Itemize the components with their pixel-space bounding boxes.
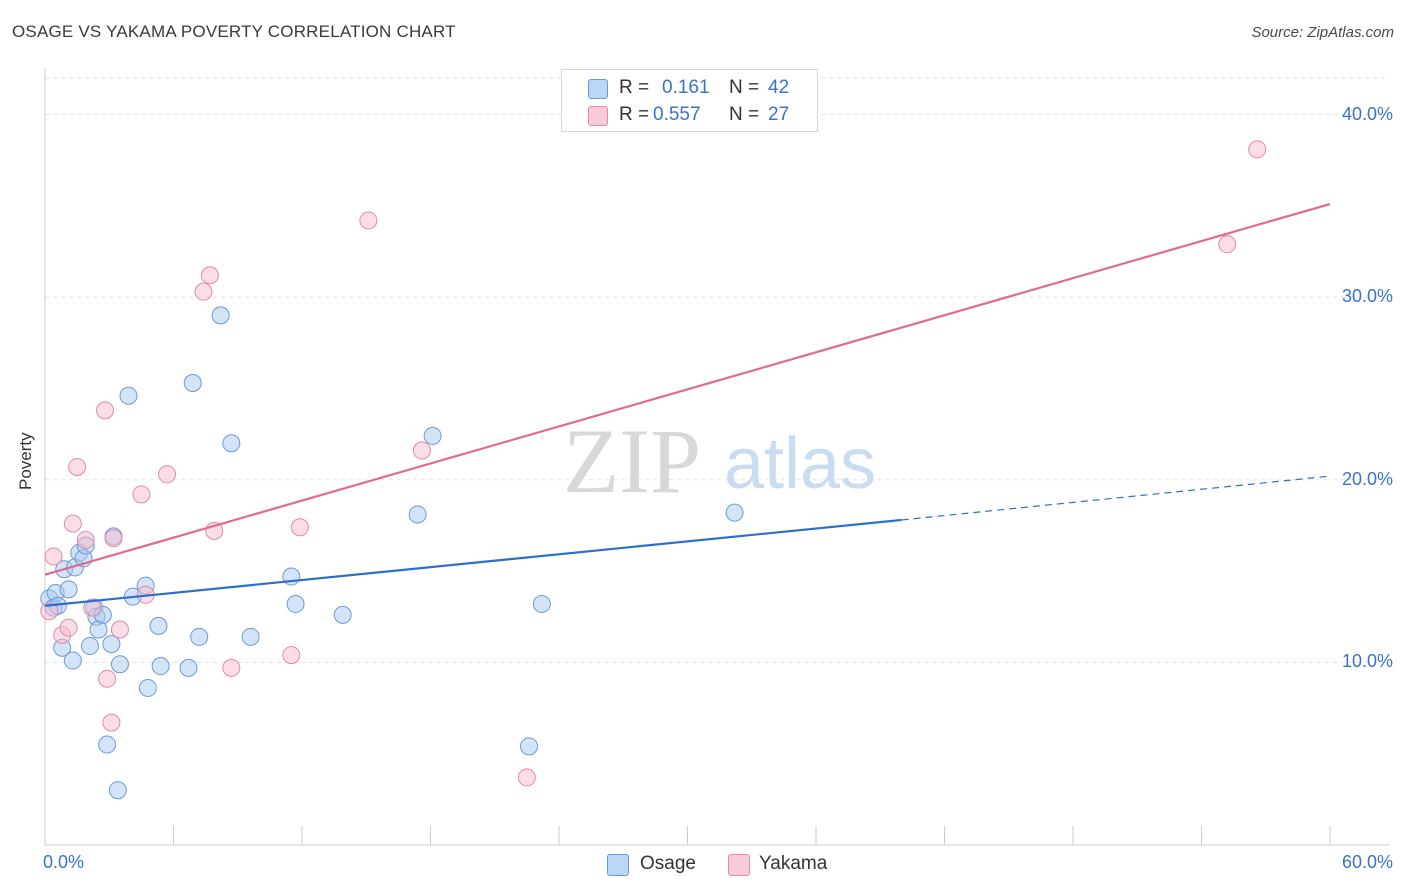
legend-n-value: 42 bbox=[768, 77, 790, 98]
legend-n-value: 27 bbox=[768, 104, 790, 125]
yakama-point bbox=[158, 465, 177, 484]
watermark-zip: ZIP bbox=[563, 410, 701, 512]
osage-point bbox=[423, 426, 442, 445]
osage-point bbox=[80, 636, 99, 655]
yakama-swatch bbox=[588, 106, 608, 126]
yakama-point bbox=[290, 518, 309, 537]
yakama-point bbox=[282, 646, 301, 665]
yakama-point bbox=[1248, 140, 1267, 159]
watermark: ZIP atlas bbox=[563, 410, 876, 512]
osage-point bbox=[102, 635, 121, 654]
yakama-trend-line bbox=[44, 202, 1331, 576]
x-tick-label: 0.0% bbox=[43, 852, 85, 872]
yakama-point bbox=[222, 658, 241, 677]
yakama-point bbox=[68, 457, 87, 476]
osage-point bbox=[286, 594, 305, 613]
osage-point bbox=[110, 655, 129, 674]
axis-layer bbox=[44, 68, 1390, 846]
points-layer bbox=[40, 140, 1267, 800]
osage-point bbox=[241, 627, 260, 646]
osage-swatch bbox=[588, 79, 608, 99]
legend-r-label: R = bbox=[619, 104, 650, 125]
legend-r-label: R = bbox=[619, 77, 650, 98]
osage-trend-extension bbox=[901, 475, 1331, 521]
yakama-point bbox=[63, 514, 82, 533]
yakama-point bbox=[44, 547, 63, 566]
yakama-point bbox=[132, 485, 151, 504]
legend-n-label: N = bbox=[729, 77, 760, 98]
y-tick-label: 40.0% bbox=[1341, 103, 1393, 124]
trend-layer bbox=[44, 202, 1331, 607]
legend-r-value: 0.161 bbox=[662, 77, 710, 98]
osage-point bbox=[138, 678, 157, 697]
legend-row-yakama: R = 0.557 N = 27 bbox=[562, 102, 817, 128]
legend-r-value: 0.557 bbox=[653, 104, 701, 125]
osage-legend-label: Osage bbox=[640, 853, 696, 874]
osage-point bbox=[108, 781, 127, 800]
osage-trend-line bbox=[44, 518, 902, 607]
yakama-point bbox=[412, 441, 431, 460]
osage-point bbox=[408, 505, 427, 524]
stats-legend: R = 0.161 N = 42 R = 0.557 N = 27 bbox=[561, 69, 818, 132]
yakama-point bbox=[1218, 235, 1237, 254]
legend-row-osage: R = 0.161 N = 42 bbox=[562, 75, 817, 101]
y-tick-label: 20.0% bbox=[1341, 468, 1393, 489]
osage-point bbox=[183, 373, 202, 392]
osage-point bbox=[151, 657, 170, 676]
osage-point bbox=[149, 616, 168, 635]
yakama-legend-swatch bbox=[728, 854, 750, 876]
osage-point bbox=[725, 503, 744, 522]
yakama-point bbox=[102, 713, 121, 732]
osage-point bbox=[520, 737, 539, 756]
y-tick-label: 30.0% bbox=[1341, 286, 1393, 307]
osage-point bbox=[211, 306, 230, 325]
yakama-legend-label: Yakama bbox=[759, 853, 828, 874]
osage-point bbox=[59, 580, 78, 599]
yakama-point bbox=[194, 282, 213, 301]
chart-title: OSAGE VS YAKAMA POVERTY CORRELATION CHAR… bbox=[12, 22, 456, 41]
osage-point bbox=[119, 386, 138, 405]
y-tick-label: 10.0% bbox=[1341, 651, 1393, 672]
yakama-point bbox=[59, 618, 78, 637]
grid-layer bbox=[45, 77, 1390, 663]
legend-n-label: N = bbox=[729, 104, 760, 125]
yakama-point bbox=[40, 602, 59, 621]
osage-point bbox=[222, 434, 241, 453]
yakama-point bbox=[76, 531, 95, 550]
yakama-point bbox=[517, 768, 536, 787]
yakama-point bbox=[110, 620, 129, 639]
osage-point bbox=[190, 627, 209, 646]
osage-point bbox=[333, 605, 352, 624]
source-label: Source: ZipAtlas.com bbox=[1251, 24, 1394, 41]
yakama-point bbox=[98, 669, 117, 688]
x-tick-label: 60.0% bbox=[1341, 852, 1393, 872]
yakama-point bbox=[200, 266, 219, 285]
osage-point bbox=[532, 594, 551, 613]
osage-legend-swatch bbox=[607, 854, 629, 876]
yakama-point bbox=[104, 529, 123, 548]
osage-point bbox=[98, 735, 117, 754]
yakama-point bbox=[83, 598, 102, 617]
yakama-point bbox=[95, 401, 114, 420]
yakama-point bbox=[359, 211, 378, 230]
y-axis-label: Poverty bbox=[16, 432, 35, 490]
watermark-atlas: atlas bbox=[724, 424, 876, 504]
osage-point bbox=[179, 658, 198, 677]
osage-point bbox=[63, 651, 82, 670]
